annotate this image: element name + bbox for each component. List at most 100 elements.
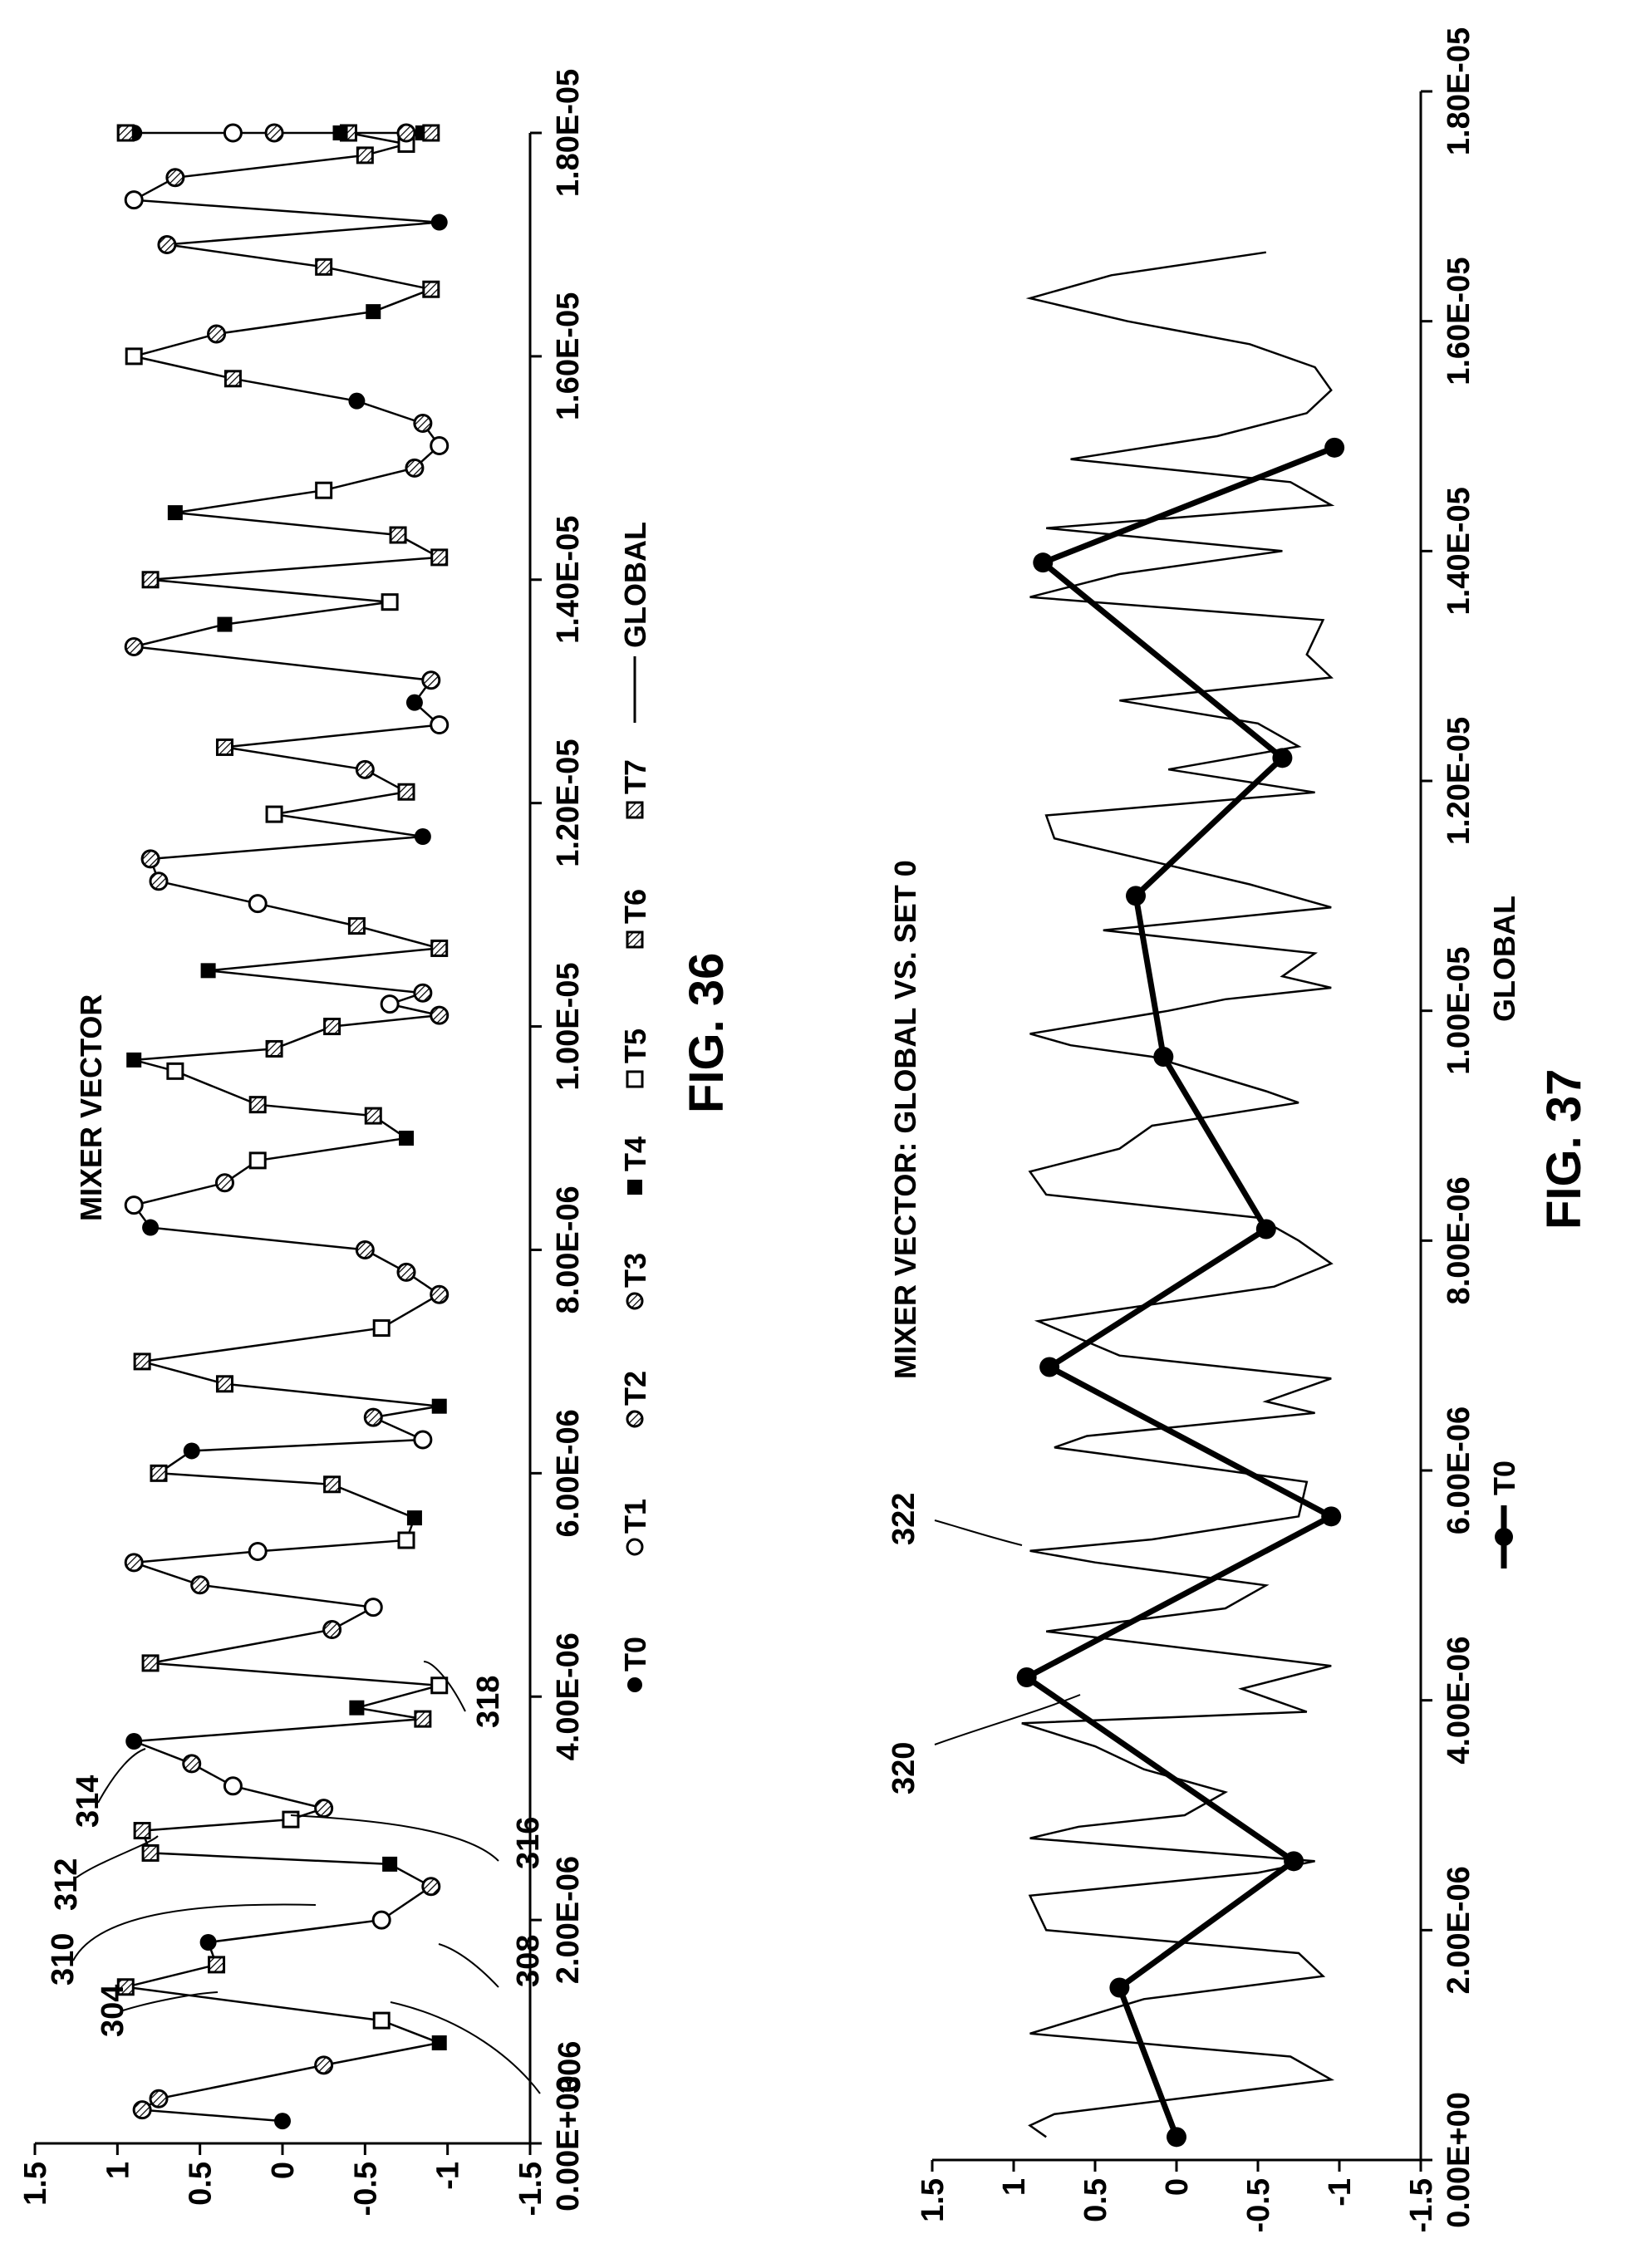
marker-t5 xyxy=(248,1151,267,1170)
leader-304 xyxy=(122,1991,219,2011)
fig36-x-tick-label: 1.40E-05 xyxy=(551,516,586,644)
fig36-y-tick-label: 1 xyxy=(101,2162,135,2179)
marker-t4 xyxy=(431,2035,447,2050)
marker-t0 xyxy=(183,1442,200,1460)
marker-t0 xyxy=(414,828,431,845)
marker-t7 xyxy=(323,1018,341,1036)
marker-t3 xyxy=(405,458,425,478)
fig36-y-tick-labels: 1.5 1 0.5 0 -0.5 -1 -1.5 xyxy=(18,2162,548,2216)
ref-318: 318 xyxy=(471,1676,506,1728)
marker-t3 xyxy=(421,1877,441,1897)
marker-t2 xyxy=(132,2100,152,2120)
legend-t1-marker xyxy=(626,1538,644,1556)
fig37-t0-point xyxy=(1033,552,1054,573)
marker-t1 xyxy=(363,1598,383,1618)
marker-t6 xyxy=(265,1039,283,1058)
fig37-t0-point xyxy=(1126,886,1146,906)
marker-t2 xyxy=(165,168,185,188)
fig37-t0-polyline xyxy=(1024,444,1336,2138)
fig36-x-tick-label: 8.00E-06 xyxy=(551,1186,586,1313)
marker-t2 xyxy=(322,1620,342,1640)
marker-t2 xyxy=(363,1407,383,1427)
fig36-y-tick-label: -0.5 xyxy=(348,2162,383,2216)
marker-t2 xyxy=(264,123,284,143)
marker-t6 xyxy=(215,738,233,756)
fig37-y-tick-label: 0.5 xyxy=(1078,2178,1113,2222)
leader-320 xyxy=(934,1694,1081,1745)
legend-t5-marker xyxy=(626,1070,644,1088)
fig37-x-tick-label: 6.00E-06 xyxy=(1442,1406,1476,1534)
marker-t7 xyxy=(347,917,366,935)
fig37-t0-line xyxy=(1016,437,1345,2148)
fig37-chart: 0.00E+00 2.00E-06 4.00E-06 6.00E-06 8.00E-06… xyxy=(916,27,1476,2233)
marker-t5 xyxy=(282,1810,300,1829)
fig37-t0-point xyxy=(1255,1219,1276,1240)
leader-314 xyxy=(97,1748,146,1804)
leader-316 xyxy=(290,1814,499,1862)
marker-t0 xyxy=(199,1934,217,1951)
fig36-legend: T0 T1 T2 T3 T4 T5 T6 T7 GLOBAL xyxy=(618,522,652,1692)
marker-t0 xyxy=(405,694,423,711)
legend-t6-marker xyxy=(626,930,644,949)
fig37-t0-point xyxy=(1016,1667,1037,1687)
legend-global-label: GLOBAL xyxy=(618,522,652,648)
fig36-chart: 0.00E+00 2.00E-06 4.00E-06 6.00E-06 8.00E-06… xyxy=(18,69,586,2216)
marker-t1 xyxy=(223,1776,243,1796)
marker-t4 xyxy=(332,125,348,140)
marker-t3 xyxy=(182,1754,202,1774)
marker-t5 xyxy=(397,1531,415,1549)
fig37-y-tick-label: -1.5 xyxy=(1404,2178,1439,2232)
fig37-t0-point xyxy=(1109,1977,1130,1998)
fig37-x-tick-labels: 0.00E+00 2.00E-06 4.00E-06 6.00E-06 8.00E-06… xyxy=(1442,27,1476,2228)
marker-t7 xyxy=(248,1096,267,1114)
marker-t5 xyxy=(430,1676,449,1695)
marker-t2 xyxy=(421,670,441,690)
fig36-global-line xyxy=(125,131,444,2123)
fig37-y-tick-label: -0.5 xyxy=(1241,2178,1276,2232)
fig36-global-polyline xyxy=(125,131,444,2123)
marker-t1 xyxy=(430,715,449,735)
marker-t4 xyxy=(406,1510,422,1526)
fig36-x-tick-label: 1.60E-05 xyxy=(551,292,586,420)
marker-t6 xyxy=(422,280,440,298)
marker-t7 xyxy=(422,124,440,142)
marker-t2 xyxy=(413,414,433,434)
marker-t7 xyxy=(414,1710,432,1728)
marker-t3 xyxy=(149,871,169,891)
marker-t4 xyxy=(349,1700,365,1716)
fig37-y-tick-labels: 1.5 1 0.5 0 -0.5 -1 -1.5 xyxy=(916,2178,1439,2232)
legend-t3-marker xyxy=(626,1292,644,1310)
fig36-x-tick-label: 4.00E-06 xyxy=(551,1632,586,1760)
fig37-title: MIXER VECTOR: GLOBAL VS. SET 0 xyxy=(888,860,922,1379)
fig36-y-tick-label: 1.5 xyxy=(18,2162,53,2206)
marker-t7 xyxy=(430,548,449,567)
fig36-x-tick-label: 1.20E-05 xyxy=(551,739,586,867)
fig36-x-tick-label: 1.80E-05 xyxy=(551,69,586,197)
fig37-t0-point xyxy=(1167,2127,1186,2148)
legend-t7-label: T7 xyxy=(618,759,652,794)
marker-t3 xyxy=(355,759,375,779)
marker-t2 xyxy=(413,983,433,1003)
marker-t5 xyxy=(372,1319,391,1338)
marker-t3 xyxy=(355,1240,375,1259)
marker-t3 xyxy=(124,636,144,656)
marker-t1 xyxy=(124,1195,144,1215)
marker-t3 xyxy=(430,1005,449,1025)
fig37-y-tick-label: 1 xyxy=(997,2178,1032,2196)
marker-t1 xyxy=(124,190,144,210)
fig37-label: FIG. 37 xyxy=(1537,1069,1591,1230)
fig37-global-line xyxy=(1021,251,1335,2138)
marker-t5 xyxy=(381,593,399,611)
fig37-y-tick-label: 0 xyxy=(1160,2178,1195,2196)
legend37-t0-marker xyxy=(1495,1528,1513,1546)
marker-t5 xyxy=(372,2011,391,2030)
marker-t4 xyxy=(200,963,216,979)
ref-306: 306 xyxy=(553,2041,587,2094)
marker-t5 xyxy=(265,805,283,823)
marker-t6 xyxy=(364,1107,382,1125)
legend-t4-label: T4 xyxy=(618,1136,652,1171)
marker-t3 xyxy=(157,234,177,254)
fig37-x-tick-label: 1.60E-05 xyxy=(1442,258,1476,385)
marker-t1 xyxy=(248,894,268,914)
fig37-y-tick-label: -1 xyxy=(1323,2178,1358,2207)
